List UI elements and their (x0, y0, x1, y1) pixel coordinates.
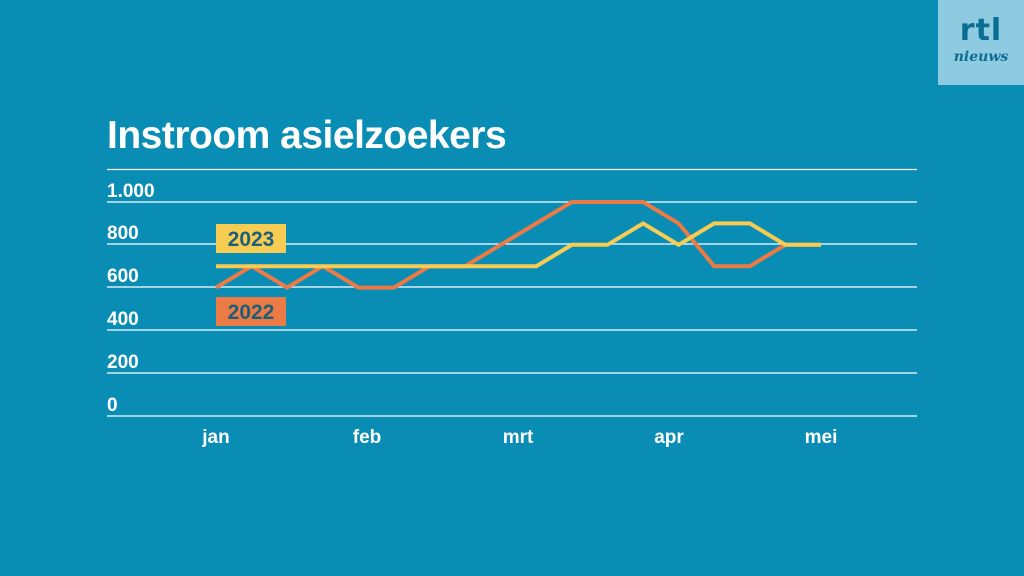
chart-title: Instroom asielzoekers (107, 114, 507, 157)
series-label-2023: 2023 (228, 228, 275, 251)
x-tick-label: mrt (503, 427, 534, 448)
logo-brand: rtl (959, 13, 1003, 48)
x-tick-label: jan (201, 427, 229, 448)
y-tick-label: 200 (107, 352, 139, 373)
x-tick-label: mei (805, 427, 838, 448)
x-tick-label: apr (654, 427, 684, 448)
y-tick-label: 400 (107, 309, 139, 330)
series-line-2022 (214, 200, 821, 290)
x-tick-label: feb (353, 427, 382, 448)
y-tick-label: 800 (107, 223, 139, 244)
logo-sub: nieuws (953, 49, 1009, 65)
rtl-nieuws-logo: rtl nieuws (938, 0, 1024, 85)
series-label-box-2022 (216, 297, 286, 326)
y-tick-label: 0 (107, 395, 118, 416)
series-label-2022: 2022 (228, 301, 275, 324)
series-line-2023 (216, 221, 821, 269)
y-tick-label: 1.000 (107, 181, 155, 202)
series-label-box-2023 (216, 224, 286, 253)
y-tick-label: 600 (107, 266, 139, 287)
